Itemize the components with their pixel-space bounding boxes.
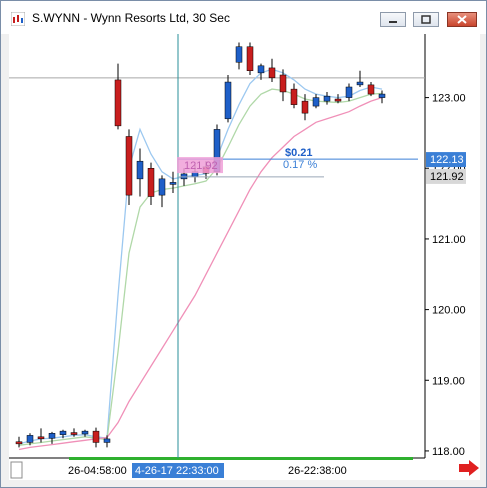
candle-body (92, 430, 100, 443)
candle-body (367, 84, 375, 95)
candle[interactable] (235, 42, 243, 70)
candle-body (323, 95, 331, 102)
candle-body (37, 436, 45, 440)
price-tick-label: 118.00 (432, 446, 465, 458)
moving-average-mid (18, 88, 383, 446)
price-tick-label: 120.00 (432, 305, 466, 317)
last-price-marker (426, 152, 466, 168)
candle-body (125, 136, 133, 196)
candle[interactable] (301, 94, 309, 121)
price-tick-label: 123.00 (432, 93, 466, 105)
candle-body (345, 86, 353, 98)
candle-body (268, 67, 276, 79)
candle-body (15, 441, 23, 445)
candle[interactable] (158, 175, 166, 208)
measure-change-label: $0.21 (285, 147, 313, 159)
candle[interactable] (224, 74, 232, 123)
candle-body (114, 79, 122, 127)
candle-body (301, 100, 309, 114)
candle[interactable] (323, 91, 331, 105)
candle[interactable] (114, 63, 122, 130)
candle[interactable] (147, 162, 155, 206)
scroll-right-arrow-icon[interactable] (459, 460, 479, 476)
price-chart[interactable]: 121.92 $0.21 0.17 % 123.00122.00121.0012… (9, 34, 480, 480)
candle-body (312, 97, 320, 107)
candle-body (158, 178, 166, 196)
candle-body (169, 182, 177, 185)
candle-body (81, 430, 89, 435)
candle-body (246, 46, 254, 71)
plot-area[interactable] (9, 34, 425, 458)
crosshair-price-marker (426, 168, 466, 184)
time-axis[interactable] (9, 458, 480, 480)
candle[interactable] (48, 431, 56, 444)
price-tick-label: 119.00 (432, 375, 465, 387)
candle[interactable] (59, 429, 67, 439)
candle[interactable] (92, 427, 100, 448)
last-price-label: 122.13 (430, 154, 464, 166)
candle[interactable] (26, 433, 34, 446)
window-title: S.WYNN - Wynn Resorts Ltd, 30 Sec (32, 11, 230, 25)
candle-body (279, 74, 287, 93)
candle-body (235, 46, 243, 63)
candle-body (147, 168, 155, 197)
candle-body (103, 438, 111, 443)
crosshair-price-label: 121.92 (430, 171, 464, 183)
candle-body (257, 65, 265, 74)
close-icon (457, 15, 467, 24)
candle[interactable] (356, 70, 364, 87)
candle-body (59, 430, 67, 435)
time-label-end: 26-22:38:00 (288, 465, 347, 477)
time-label-start: 26-04:58:00 (68, 465, 127, 477)
scroll-box[interactable] (10, 461, 23, 479)
candle-body (334, 98, 342, 102)
candle[interactable] (125, 129, 133, 206)
moving-average-slow (18, 96, 383, 451)
candle[interactable] (279, 69, 287, 102)
maximize-icon (421, 15, 431, 24)
candle[interactable] (367, 82, 375, 97)
measure-box-label: 121.92 (184, 160, 218, 172)
candle-body (224, 81, 232, 120)
candle-body (48, 433, 56, 439)
candle[interactable] (246, 42, 254, 75)
maximize-button[interactable] (413, 12, 439, 27)
candle[interactable] (312, 94, 320, 109)
minimize-icon (389, 21, 397, 23)
candle[interactable] (169, 171, 177, 193)
price-tick-label: 121.00 (432, 234, 466, 246)
app-icon (11, 12, 25, 26)
candle-body (378, 93, 386, 98)
candle-body (26, 435, 34, 443)
candle[interactable] (136, 148, 144, 197)
candle-body (70, 432, 78, 435)
title-bar[interactable]: S.WYNN - Wynn Resorts Ltd, 30 Sec (1, 1, 486, 34)
candle[interactable] (290, 83, 298, 109)
candle-body (356, 81, 364, 86)
candle-body (290, 88, 298, 105)
candle[interactable] (345, 83, 353, 102)
candle[interactable] (103, 435, 111, 448)
chart-area[interactable]: 121.92 $0.21 0.17 % 123.00122.00121.0012… (9, 34, 480, 480)
candle[interactable] (70, 428, 78, 437)
moving-average-fast (18, 68, 383, 445)
candle-body (136, 160, 144, 180)
candle[interactable] (15, 436, 23, 448)
measure-percent-label: 0.17 % (283, 159, 317, 171)
candle[interactable] (334, 94, 342, 104)
price-axis[interactable] (425, 34, 480, 480)
candle[interactable] (37, 428, 45, 443)
candle-body (180, 173, 188, 180)
crosshair-time-label: 4-26-17 22:33:00 (135, 465, 219, 477)
candle[interactable] (268, 58, 276, 83)
time-range-bar (69, 457, 413, 460)
candle[interactable] (378, 90, 386, 104)
candle[interactable] (257, 63, 265, 80)
minimize-button[interactable] (380, 12, 406, 27)
measure-box[interactable] (177, 157, 223, 174)
close-button[interactable] (447, 12, 477, 27)
crosshair-time-marker (132, 463, 224, 478)
candle[interactable] (81, 429, 89, 437)
